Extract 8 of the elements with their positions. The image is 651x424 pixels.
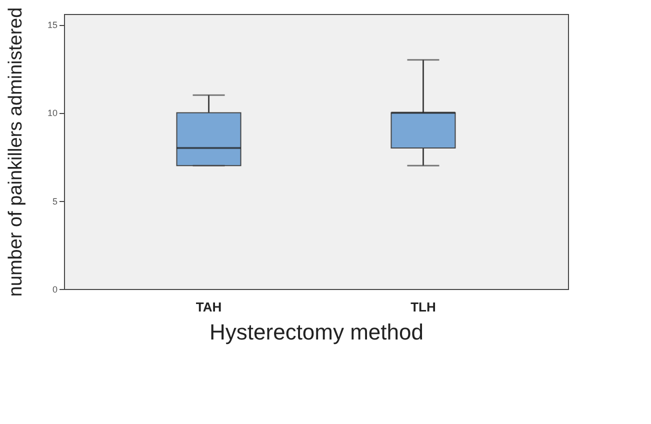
y-axis-title: number of painkillers administered [5,7,26,297]
x-tick-label: TLH [410,300,436,314]
y-tick-label: 10 [47,108,58,118]
y-tick-label: 0 [52,284,58,294]
x-axis-title: Hysterectomy method [210,320,424,344]
y-tick-label: 5 [52,196,58,206]
y-tick-label: 15 [47,20,58,30]
x-tick-label: TAH [196,300,222,314]
